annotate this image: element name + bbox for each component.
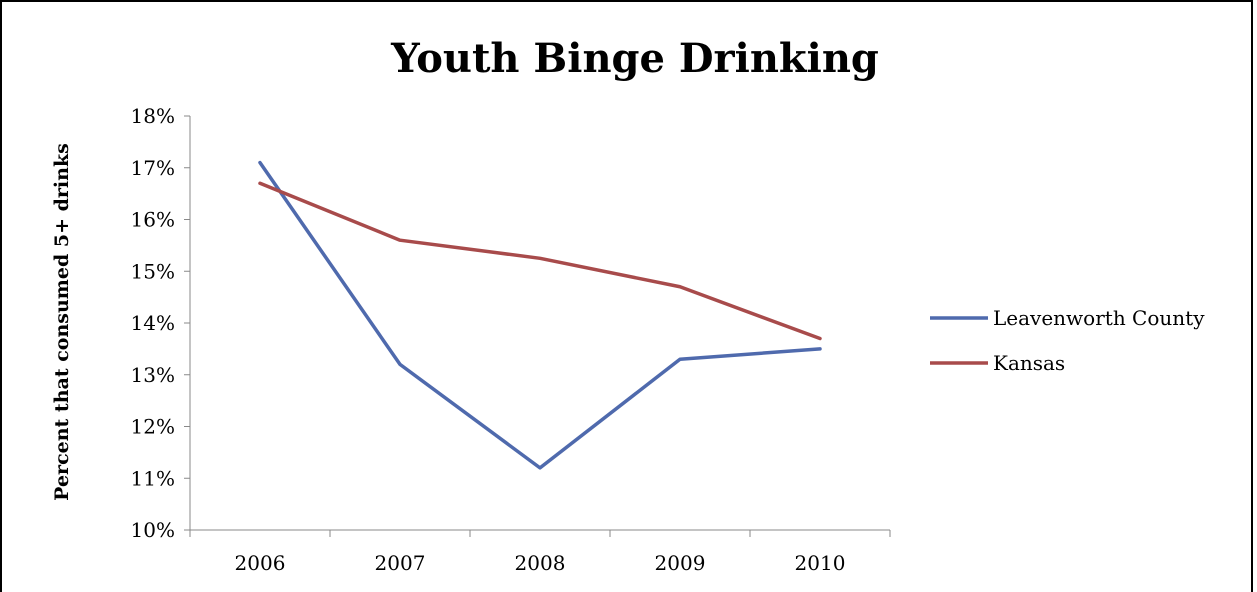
legend: Leavenworth County Kansas <box>930 306 1205 375</box>
legend-label: Kansas <box>993 351 1065 375</box>
x-tick-label: 2009 <box>655 551 706 575</box>
y-tick-label: 13% <box>131 363 175 387</box>
y-tick-label: 10% <box>131 518 175 542</box>
x-tick-labels: 2006 2007 2008 2009 2010 <box>235 551 846 575</box>
legend-label: Leavenworth County <box>993 306 1205 330</box>
y-tick-label: 14% <box>131 311 175 335</box>
x-tick-label: 2006 <box>235 551 286 575</box>
series-line-leavenworth-county <box>258 160 822 470</box>
series-line-kansas <box>258 181 822 341</box>
series-lines <box>258 160 822 470</box>
y-tick-label: 12% <box>131 415 175 439</box>
x-tick-label: 2007 <box>375 551 426 575</box>
x-tick-label: 2010 <box>795 551 846 575</box>
y-tick-label: 15% <box>131 259 175 283</box>
y-tick-labels: 10% 11% 12% 13% 14% 15% 16% 17% 18% <box>131 104 175 542</box>
y-tick-label: 18% <box>131 104 175 128</box>
y-tick-label: 16% <box>131 208 175 232</box>
chart-title: Youth Binge Drinking <box>390 35 879 82</box>
x-tick-label: 2008 <box>515 551 566 575</box>
y-tick-label: 17% <box>131 156 175 180</box>
y-tick-label: 11% <box>131 466 175 490</box>
axes <box>184 115 891 537</box>
y-axis-label: Percent that consumed 5+ drinks <box>51 143 73 501</box>
